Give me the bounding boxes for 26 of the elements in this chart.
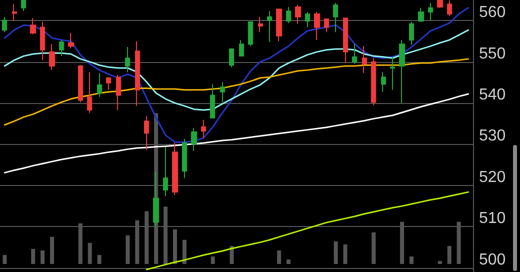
- bar: [31, 248, 36, 264]
- bar: [50, 236, 54, 264]
- y-tick-label: 560: [479, 4, 506, 22]
- y-tick-label: 530: [479, 128, 506, 145]
- bar: [372, 232, 376, 264]
- bar: [210, 256, 215, 264]
- bar: [182, 240, 186, 264]
- bar: [126, 235, 130, 264]
- bar: [438, 260, 442, 264]
- y-tick-label: 500: [479, 251, 506, 268]
- bar: [40, 250, 45, 264]
- bar: [334, 241, 338, 264]
- bar: [447, 246, 452, 264]
- bar: [277, 250, 282, 264]
- bar: [88, 242, 92, 264]
- bar: [230, 246, 234, 264]
- bar: [410, 256, 414, 264]
- bar: [2, 254, 7, 264]
- bar: [173, 229, 178, 264]
- bar: [343, 244, 348, 264]
- y-tick-label: 520: [479, 168, 506, 186]
- y-tick-label: 540: [479, 86, 506, 104]
- bar: [97, 254, 102, 264]
- y-tick-label: 550: [479, 45, 506, 62]
- bar: [286, 259, 291, 264]
- y-tick-label: 510: [479, 210, 506, 228]
